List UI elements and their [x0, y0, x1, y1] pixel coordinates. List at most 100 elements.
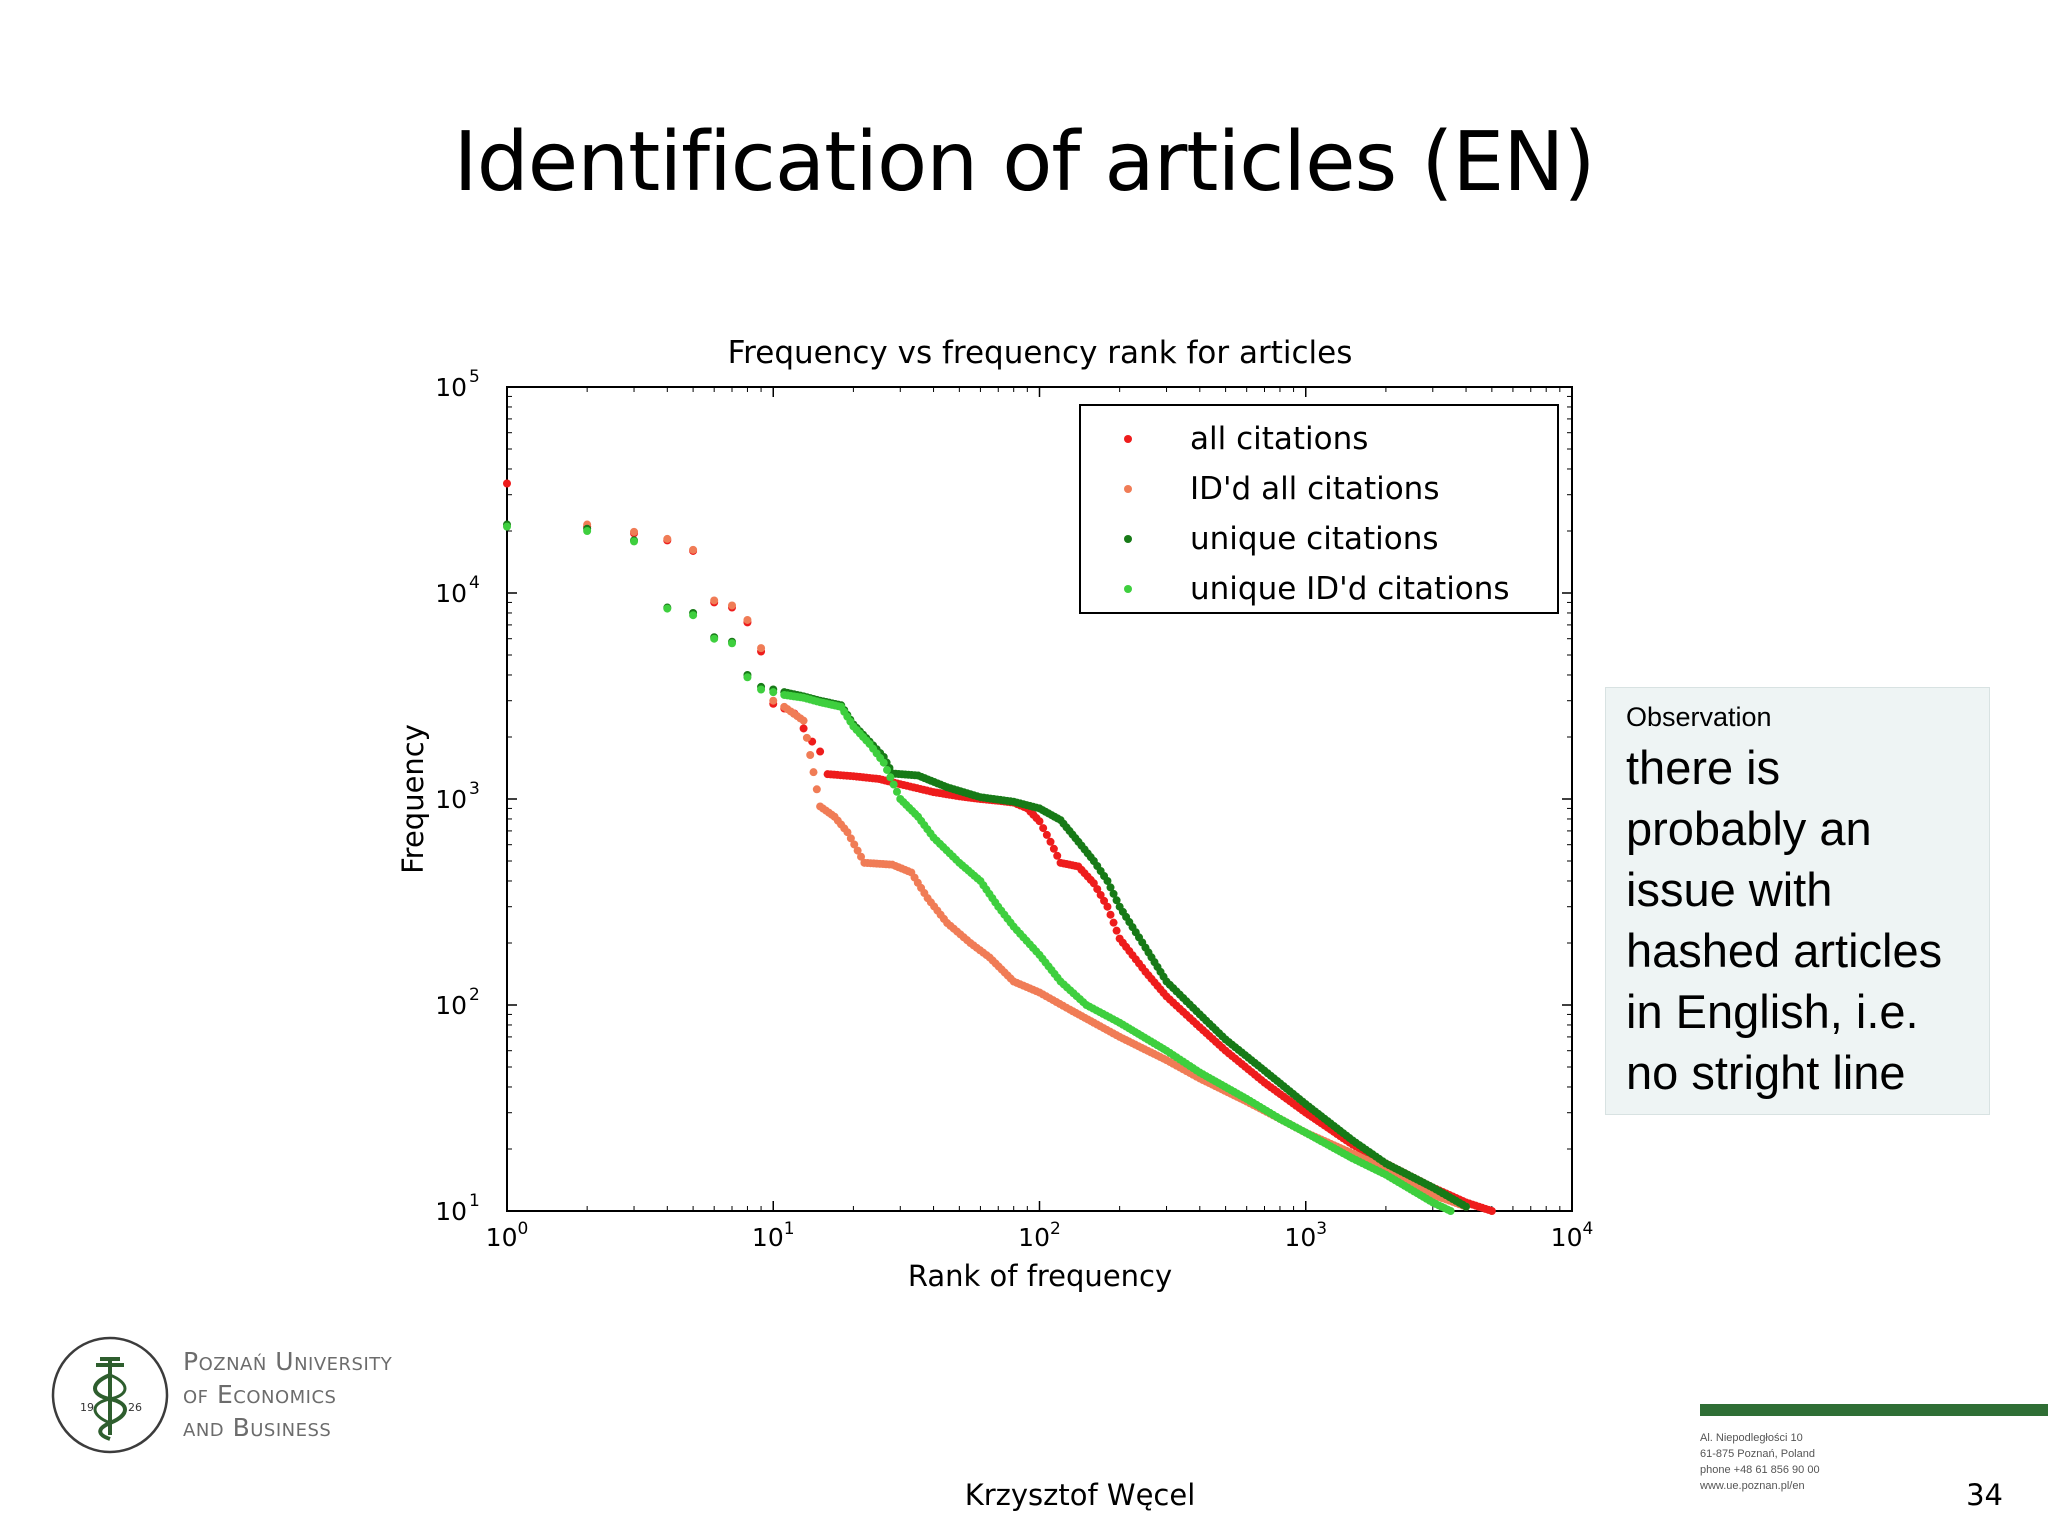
legend-label: ID'd all citations	[1190, 471, 1439, 507]
y-tick-label: 10	[435, 785, 467, 814]
data-point	[503, 479, 511, 488]
data-point	[1112, 926, 1121, 935]
data-point	[1106, 883, 1115, 892]
data-point	[769, 696, 778, 705]
data-point	[1106, 910, 1115, 919]
x-tick-exponent: 0	[517, 1219, 528, 1239]
data-point	[757, 685, 766, 694]
data-point	[1103, 876, 1112, 885]
y-tick-exponent: 3	[469, 779, 480, 799]
x-tick-exponent: 1	[784, 1219, 795, 1239]
data-point	[1109, 889, 1118, 898]
data-point	[689, 611, 698, 620]
data-point	[503, 522, 511, 531]
logo-text: Poznań University of Economics and Busin…	[183, 1345, 392, 1444]
y-tick-exponent: 4	[469, 573, 480, 593]
data-point	[1039, 824, 1048, 833]
data-point	[710, 634, 719, 643]
data-point	[1049, 844, 1058, 853]
footer-green-bar	[1700, 1404, 2048, 1416]
legend-marker	[1124, 485, 1132, 493]
data-point	[757, 644, 766, 653]
data-point	[728, 601, 737, 610]
chart-title: Frequency vs frequency rank for articles	[728, 335, 1353, 371]
address-line-3: phone +48 61 856 90 00	[1700, 1464, 1820, 1476]
page-number: 34	[1966, 1478, 2003, 1512]
x-tick-label: 102	[1018, 1219, 1061, 1252]
observation-box: Observation there is probably an issue w…	[1605, 687, 1990, 1115]
data-point	[1462, 1202, 1471, 1211]
data-point	[812, 785, 821, 794]
logo-year-right: 26	[128, 1401, 142, 1414]
data-point	[1089, 879, 1098, 888]
x-tick-label: 100	[486, 1219, 529, 1252]
data-point	[1046, 837, 1055, 846]
data-point	[886, 773, 895, 782]
data-point	[1487, 1207, 1496, 1215]
x-tick-exponent: 3	[1316, 1219, 1327, 1239]
x-tick-label: 103	[1284, 1219, 1327, 1252]
data-point	[769, 688, 778, 697]
data-point	[799, 724, 808, 733]
y-tick-label: 10	[435, 991, 467, 1020]
legend-box	[1079, 404, 1559, 614]
x-tick-label: 101	[752, 1219, 795, 1252]
address-block: Al. Niepodległości 10 61-875 Poznań, Pol…	[1700, 1430, 1820, 1494]
data-point	[728, 639, 737, 648]
logo-line-3: and Business	[183, 1413, 332, 1442]
data-point	[850, 840, 859, 849]
data-point	[1053, 851, 1062, 860]
data-point	[689, 545, 698, 554]
chart: Frequency vs frequency rank for articles…	[396, 335, 1594, 1293]
legend: all citations ID'd all citations unique ci…	[1079, 404, 1559, 614]
y-tick-exponent: 5	[469, 367, 480, 387]
slide-title: Identification of articles (EN)	[453, 115, 1596, 210]
data-point	[630, 537, 639, 546]
data-point	[843, 828, 852, 837]
data-point	[883, 765, 892, 774]
data-point	[853, 846, 862, 855]
data-point	[663, 534, 672, 543]
data-point	[809, 768, 818, 777]
data-point	[743, 615, 752, 624]
y-axis-label: Frequency	[396, 724, 430, 874]
legend-marker	[1124, 435, 1132, 443]
data-point	[630, 527, 639, 536]
logo-year-left: 19	[80, 1401, 94, 1414]
address-line-1: Al. Niepodległości 10	[1700, 1432, 1803, 1444]
data-point	[802, 733, 811, 742]
y-tick-label: 10	[435, 1197, 467, 1226]
legend-marker	[1124, 585, 1132, 593]
data-point	[1035, 817, 1044, 826]
address-line-4: www.ue.poznan.pl/en	[1700, 1480, 1805, 1492]
data-point	[846, 834, 855, 843]
data-point	[806, 750, 815, 759]
data-point	[1096, 890, 1105, 899]
data-point	[1042, 830, 1051, 839]
legend-label: unique ID'd citations	[1190, 571, 1510, 607]
logo-line-1: Poznań University	[183, 1347, 393, 1376]
x-tick-exponent: 4	[1582, 1219, 1593, 1239]
y-tick-label: 10	[435, 373, 467, 402]
data-point	[1103, 902, 1112, 911]
x-tick-exponent: 2	[1050, 1219, 1061, 1239]
data-points	[503, 479, 1496, 1215]
y-tick-label: 10	[435, 579, 467, 608]
data-point	[743, 673, 752, 682]
observation-label: Observation	[1626, 702, 1772, 732]
data-point	[879, 758, 888, 767]
x-tick-label: 104	[1551, 1219, 1594, 1252]
data-point	[710, 596, 719, 605]
data-point	[857, 852, 866, 861]
data-point	[816, 747, 825, 756]
legend-marker	[1124, 535, 1132, 543]
legend-label: unique citations	[1190, 521, 1439, 557]
data-point	[1109, 918, 1118, 927]
data-point	[1100, 896, 1109, 905]
data-point	[663, 604, 672, 613]
data-point	[799, 716, 808, 725]
university-logo: 19 26 Poznań University of Economics and…	[50, 1335, 450, 1455]
legend-label: all citations	[1190, 421, 1368, 457]
y-tick-exponent: 2	[469, 985, 480, 1005]
data-point	[1112, 896, 1121, 905]
